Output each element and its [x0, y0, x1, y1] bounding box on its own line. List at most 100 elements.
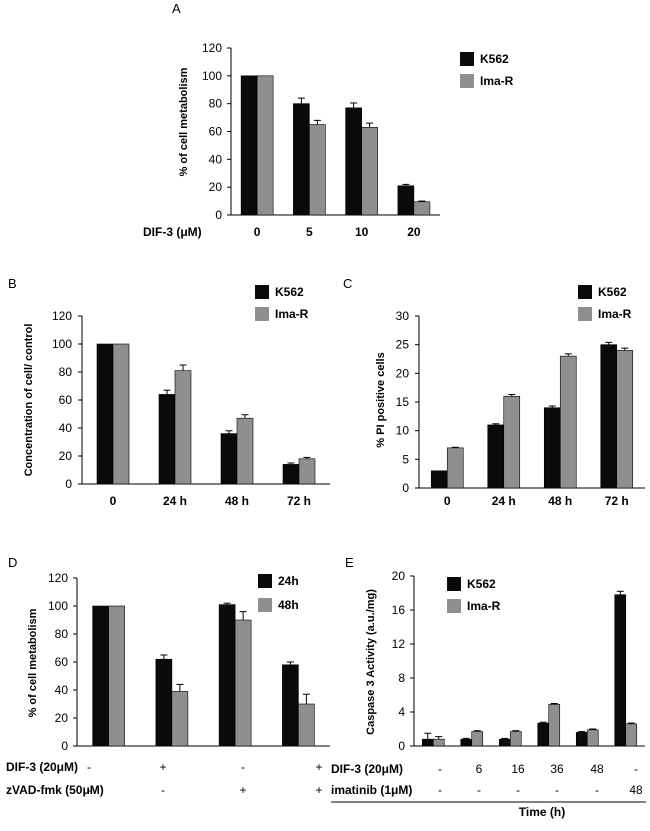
- row-label: imatinib (1μM): [331, 783, 412, 797]
- y-tick-label: 100: [48, 599, 68, 613]
- panel-label-a: A: [172, 1, 181, 16]
- y-tick-label: 30: [396, 309, 410, 323]
- row-value: -: [241, 760, 245, 774]
- bar-48h: [171, 691, 189, 747]
- y-axis-label: % of cell metabolism: [178, 67, 190, 176]
- y-tick-label: 40: [209, 152, 223, 166]
- row-value: -: [438, 783, 442, 797]
- bar-k562: [345, 107, 362, 216]
- bar-ima-r: [471, 731, 484, 747]
- panel-label-e: E: [345, 555, 354, 570]
- bar-48h: [108, 605, 125, 747]
- y-tick-label: 60: [59, 393, 73, 407]
- bar-k562: [575, 732, 588, 747]
- y-tick-label: 80: [59, 365, 73, 379]
- row-value: -: [161, 783, 165, 797]
- x-tick-label: 0: [110, 494, 117, 508]
- legend-swatch-k562: [578, 285, 592, 299]
- row-value: -: [477, 783, 481, 797]
- y-tick-label: 16: [392, 603, 406, 617]
- x-tick-label: 24 h: [492, 494, 516, 508]
- row-label: zVAD-fmk (50μM): [6, 783, 104, 797]
- row-value: -: [595, 783, 599, 797]
- row-value: -: [634, 762, 638, 776]
- bar-ima-r: [236, 417, 254, 485]
- bar-k562: [600, 344, 618, 489]
- chart-a: 0 20 40 60 80 100 120 % of cell metabolism 0 5 10 2…: [143, 41, 514, 239]
- y-tick-label: 60: [209, 125, 223, 139]
- y-tick-label: 100: [52, 337, 72, 351]
- row-value: -: [516, 783, 520, 797]
- bar-ima-r: [112, 343, 130, 485]
- y-tick-label: 0: [398, 739, 405, 753]
- bar-ima-r: [509, 731, 522, 747]
- legend-swatch-48h: [258, 598, 272, 612]
- legend-label: Ima-R: [598, 307, 632, 321]
- bar-24h: [282, 664, 299, 747]
- legend-swatch-ima-r: [255, 307, 269, 321]
- bar-k562: [220, 433, 238, 485]
- y-tick-label: 5: [402, 452, 409, 466]
- y-axis-label: % PI positive cells: [375, 352, 387, 447]
- bar-k562: [487, 424, 505, 489]
- panel-label-b: B: [8, 276, 17, 291]
- x-axis-label: Time (h): [519, 805, 565, 819]
- row-value: +: [239, 783, 246, 797]
- chart-d: 0 20 40 60 80 100 120 % of cell metabolism DIF-3…: [6, 571, 330, 797]
- bar-ima-r: [413, 201, 431, 216]
- row-value: -: [555, 783, 559, 797]
- bar-k562: [96, 343, 114, 485]
- bar-24h: [92, 605, 109, 747]
- chart-b: 0 20 40 60 80 100 120 Concentration of cell/ co…: [23, 285, 330, 508]
- bar-ima-r: [616, 350, 634, 489]
- row-value: 6: [476, 762, 483, 776]
- y-tick-label: 120: [52, 309, 72, 323]
- bar-ima-r: [256, 75, 274, 216]
- y-tick-label: 20: [392, 569, 406, 583]
- bar-ima-r: [309, 124, 326, 216]
- y-axis-label: Caspase 3 Activity (a.u./mg): [365, 589, 377, 735]
- y-tick-label: 0: [402, 481, 409, 495]
- y-tick-label: 10: [396, 424, 410, 438]
- bar-k562: [543, 407, 561, 489]
- y-tick-label: 20: [59, 449, 73, 463]
- bar-k562: [421, 738, 434, 747]
- y-tick-label: 20: [55, 711, 69, 725]
- row-value: +: [315, 783, 322, 797]
- bar-k562: [537, 722, 550, 747]
- y-tick-label: 0: [65, 477, 72, 491]
- bar-ima-r: [432, 738, 445, 747]
- x-tick-label: 10: [355, 225, 369, 239]
- legend-swatch-ima-r: [578, 307, 592, 321]
- x-tick-label: 0: [444, 494, 451, 508]
- bar-k562: [614, 594, 627, 747]
- bar-ima-r: [548, 704, 561, 747]
- x-tick-label: 48 h: [225, 494, 249, 508]
- legend-label: 48h: [278, 598, 299, 612]
- row-label: DIF-3 (20μM): [6, 760, 78, 774]
- y-tick-label: 120: [48, 571, 68, 585]
- legend-swatch-ima-r: [460, 74, 474, 88]
- y-tick-label: 80: [55, 627, 69, 641]
- bar-k562: [282, 464, 300, 485]
- x-tick-label: 24 h: [163, 494, 187, 508]
- legend-swatch-k562: [255, 285, 269, 299]
- bar-ima-r: [361, 127, 378, 216]
- x-tick-label: 72 h: [287, 494, 311, 508]
- legend-swatch-ima-r: [447, 599, 461, 613]
- row-value: 16: [511, 762, 525, 776]
- row-value: 36: [550, 762, 564, 776]
- row-label: DIF-3 (20μM): [331, 762, 403, 776]
- y-tick-label: 60: [55, 655, 69, 669]
- legend-label: K562: [467, 577, 496, 591]
- y-tick-label: 8: [398, 671, 405, 685]
- bar-24h: [155, 658, 173, 747]
- y-tick-label: 0: [61, 739, 68, 753]
- y-axis-label: Concentration of cell/ control: [23, 324, 35, 477]
- legend-label: Ima-R: [275, 307, 309, 321]
- legend-label: K562: [598, 285, 627, 299]
- bar-48h: [298, 703, 315, 747]
- bar-k562: [240, 75, 258, 216]
- y-tick-label: 25: [396, 338, 410, 352]
- chart-c: 0 5 10 15 20 25 30 % PI positive cells 0 24 h 48 h…: [375, 285, 645, 508]
